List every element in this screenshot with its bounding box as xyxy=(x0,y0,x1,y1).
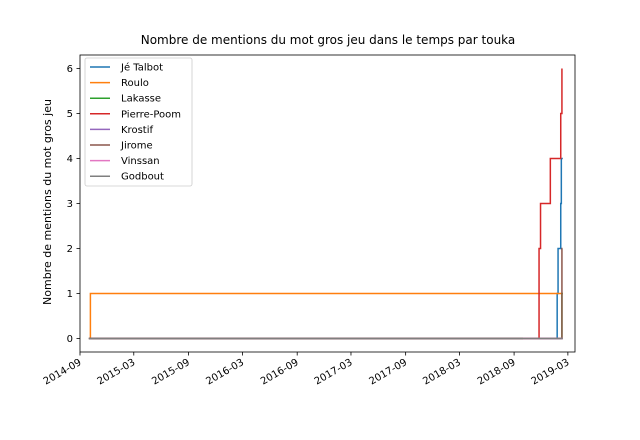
y-tick-label-3: 3 xyxy=(67,199,73,210)
legend-label-2: Lakasse xyxy=(121,94,161,105)
x-tick-label-9: 2019-03 xyxy=(530,357,572,387)
legend-label-1: Roulo xyxy=(121,78,149,89)
series-line-1 xyxy=(88,292,563,340)
y-tick-label-1: 1 xyxy=(67,289,73,300)
x-tick-label-5: 2017-03 xyxy=(313,357,355,387)
y-tick-label-6: 6 xyxy=(67,64,73,75)
plot-area xyxy=(88,68,563,340)
y-tick-label-4: 4 xyxy=(67,154,73,165)
series-line-2 xyxy=(88,292,563,340)
x-tick-label-1: 2015-03 xyxy=(96,357,138,387)
legend-box xyxy=(84,57,193,187)
x-tick-label-0: 2014-09 xyxy=(42,357,84,387)
x-tick-label-7: 2018-03 xyxy=(421,357,463,387)
legend-label-5: Jirome xyxy=(120,141,153,152)
y-tick-label-5: 5 xyxy=(67,109,73,120)
legend-label-0: Jé Talbot xyxy=(120,62,163,74)
legend: Jé Talbot Roulo Lakasse Pierre-Poom Krostif J… xyxy=(84,57,193,187)
y-tick-label-0: 0 xyxy=(67,334,73,345)
legend-label-6: Vinssan xyxy=(121,156,160,167)
legend-label-7: Godbout xyxy=(121,172,164,183)
y-tick-label-2: 2 xyxy=(67,244,73,255)
legend-label-3: Pierre-Poom xyxy=(121,109,181,120)
x-tick-label-2: 2015-09 xyxy=(150,357,192,387)
x-tick-label-3: 2016-03 xyxy=(204,357,246,387)
legend-label-4: Krostif xyxy=(121,125,153,136)
x-tick-label-4: 2016-09 xyxy=(259,357,301,387)
x-tick-label-6: 2017-09 xyxy=(367,357,409,387)
y-axis-label: Nombre de mentions du mot gros jeu xyxy=(41,99,54,305)
chart-title: Nombre de mentions du mot gros jeu dans … xyxy=(141,33,516,47)
x-tick-label-8: 2018-09 xyxy=(476,357,518,387)
